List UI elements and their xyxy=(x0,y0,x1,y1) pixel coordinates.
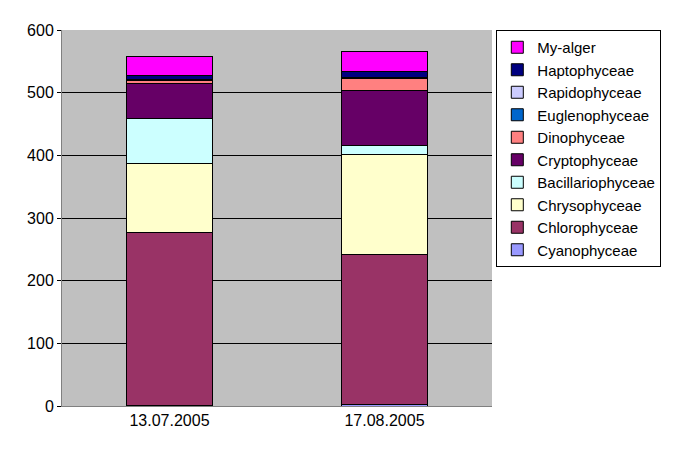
svg-text:My-alger: My-alger xyxy=(537,39,595,56)
svg-text:0: 0 xyxy=(45,398,54,415)
svg-text:17.08.2005: 17.08.2005 xyxy=(344,412,424,429)
svg-text:400: 400 xyxy=(27,147,54,164)
svg-text:13.07.2005: 13.07.2005 xyxy=(129,412,209,429)
svg-text:100: 100 xyxy=(27,335,54,352)
svg-text:Cyanophyceae: Cyanophyceae xyxy=(537,242,637,259)
svg-text:500: 500 xyxy=(27,84,54,101)
svg-text:Chrysophyceae: Chrysophyceae xyxy=(537,197,641,214)
svg-text:200: 200 xyxy=(27,272,54,289)
svg-text:Chlorophyceae: Chlorophyceae xyxy=(537,219,638,236)
svg-text:Euglenophyceae: Euglenophyceae xyxy=(537,107,649,124)
svg-text:Bacillariophyceae: Bacillariophyceae xyxy=(537,174,655,191)
svg-text:600: 600 xyxy=(27,22,54,39)
svg-text:Dinophyceae: Dinophyceae xyxy=(537,129,625,146)
svg-text:300: 300 xyxy=(27,210,54,227)
svg-text:Cryptophyceae: Cryptophyceae xyxy=(537,152,638,169)
svg-text:Haptophyceae: Haptophyceae xyxy=(537,62,634,79)
svg-text:Rapidophyceae: Rapidophyceae xyxy=(537,84,641,101)
